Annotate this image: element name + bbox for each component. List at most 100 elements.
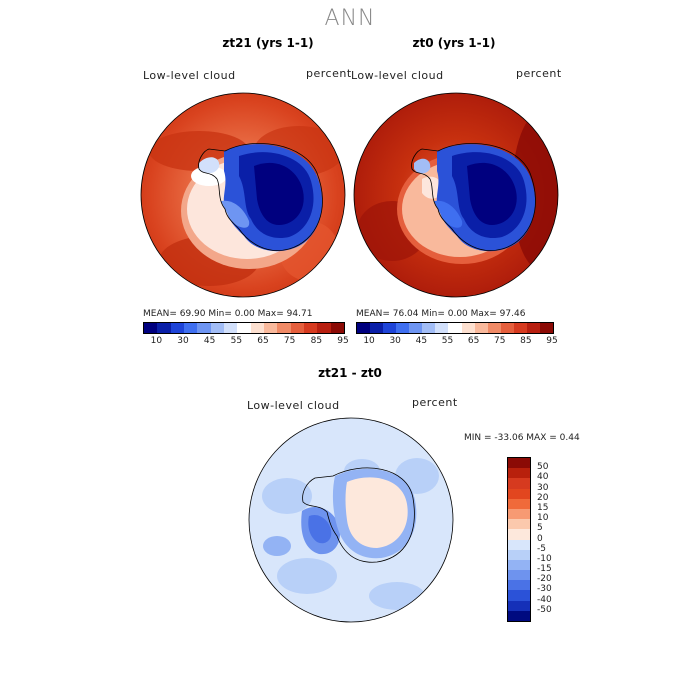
colorbar-swatch (508, 508, 530, 520)
colorbar-swatch (508, 610, 530, 621)
colorbar-swatch (237, 323, 251, 333)
colorbar-tick-label: 30 (177, 336, 189, 346)
colorbar-swatch (508, 570, 530, 581)
colorbar-swatch (250, 323, 264, 333)
panel2-title: zt0 (yrs 1-1) (412, 36, 496, 50)
colorbar-swatch (210, 323, 224, 333)
colorbar-tick-label: 75 (493, 336, 506, 346)
colorbar-tick-label: 85 (520, 336, 532, 346)
colorbar-swatch (183, 323, 198, 333)
colorbar-tick-label: 10 (363, 336, 375, 346)
colorbar-tick-label: 0 (537, 533, 543, 544)
colorbar-tick-label: -10 (537, 553, 552, 564)
diff-colorbar-ticks: 50 40 30 20 15 10 5 0 -5 -10 -15 -20 -30 -40 -50 (537, 457, 577, 620)
colorbar-swatch (330, 323, 344, 333)
colorbar-tick-label: 5 (537, 523, 543, 534)
colorbar-swatch (223, 323, 238, 333)
colorbar-swatch (435, 323, 449, 333)
colorbar-tick-label: 50 (537, 462, 549, 473)
panel1-units-label: percent (306, 67, 352, 80)
colorbar-swatch (508, 580, 530, 591)
colorbar-swatch (508, 529, 530, 540)
colorbar-tick-label: 55 (441, 336, 454, 346)
panel2-map-field (354, 93, 558, 297)
colorbar-tick-label: 45 (203, 336, 216, 346)
colorbar-swatch (474, 323, 488, 333)
colorbar-tick-label: -50 (537, 604, 552, 615)
colorbar-swatch (357, 323, 371, 333)
panel2-colorbar-ticks: 10 30 45 55 65 75 85 95 (356, 336, 557, 348)
colorbar-swatch (170, 323, 184, 333)
colorbar-swatch (487, 323, 501, 333)
colorbar-swatch (383, 323, 397, 333)
colorbar-swatch (508, 498, 530, 509)
colorbar-swatch (290, 323, 304, 333)
panel1-variable-label: Low-level cloud (143, 69, 236, 82)
colorbar-tick-label: 75 (283, 336, 296, 346)
colorbar-swatch (144, 323, 158, 333)
panel1-title: zt21 (yrs 1-1) (222, 36, 314, 50)
colorbar-swatch (317, 323, 331, 333)
colorbar-swatch (508, 559, 530, 571)
colorbar-tick-label: 65 (257, 336, 269, 346)
colorbar-swatch (508, 590, 530, 601)
colorbar-swatch (508, 600, 530, 611)
colorbar-swatch (370, 323, 384, 333)
panel2-map (353, 92, 559, 298)
colorbar-tick-label: 10 (150, 336, 163, 346)
colorbar-swatch (448, 323, 462, 333)
colorbar-tick-label: 45 (415, 336, 428, 346)
colorbar-swatch (197, 323, 211, 333)
panel1-map (140, 92, 346, 298)
panel1-map-field (141, 93, 345, 297)
colorbar-swatch (526, 323, 540, 333)
colorbar-swatch (157, 323, 171, 333)
colorbar-tick-label: 10 (537, 513, 549, 524)
colorbar-tick-label: -5 (537, 543, 546, 554)
colorbar-swatch (409, 323, 423, 333)
colorbar-tick-label: 30 (537, 482, 549, 493)
diff-variable-label: Low-level cloud (247, 399, 340, 412)
panel1-colorbar (143, 322, 345, 334)
colorbar-tick-label: -30 (537, 584, 552, 595)
diff-map (248, 417, 454, 623)
colorbar-tick-label: -20 (537, 574, 552, 585)
colorbar-swatch (508, 549, 530, 560)
colorbar-tick-label: 15 (537, 502, 549, 513)
colorbar-tick-label: 40 (537, 472, 549, 483)
colorbar-tick-label: -40 (537, 594, 552, 605)
colorbar-tick-label: 95 (546, 336, 558, 346)
panel1-stats: MEAN= 69.90 Min= 0.00 Max= 94.71 (143, 309, 313, 319)
panel2-colorbar (356, 322, 554, 334)
panel2-variable-label: Low-level cloud (351, 69, 444, 82)
colorbar-swatch (508, 539, 530, 550)
diff-colorbar (507, 457, 531, 622)
colorbar-tick-label: 55 (230, 336, 243, 346)
colorbar-swatch (508, 458, 530, 469)
colorbar-swatch (539, 323, 553, 333)
colorbar-swatch (461, 323, 475, 333)
colorbar-swatch (513, 323, 527, 333)
colorbar-tick-label: 65 (467, 336, 480, 346)
panel2-units-label: percent (516, 67, 562, 80)
colorbar-swatch (303, 323, 318, 333)
colorbar-tick-label: 85 (310, 336, 323, 346)
colorbar-swatch (508, 478, 530, 489)
colorbar-swatch (263, 323, 278, 333)
diff-title: zt21 - zt0 (318, 366, 382, 380)
colorbar-swatch (508, 488, 530, 499)
colorbar-swatch (508, 468, 530, 479)
colorbar-tick-label: 30 (389, 336, 401, 346)
colorbar-swatch (508, 519, 530, 530)
colorbar-tick-label: 20 (537, 492, 549, 503)
colorbar-swatch (277, 323, 291, 333)
colorbar-swatch (396, 323, 410, 333)
panel2-stats: MEAN= 76.04 Min= 0.00 Max= 97.46 (356, 309, 526, 319)
panel1-colorbar-ticks: 10 30 45 55 65 75 85 95 (143, 336, 349, 348)
colorbar-tick-label: 95 (337, 336, 349, 346)
colorbar-tick-label: -15 (537, 564, 552, 575)
colorbar-swatch (500, 323, 514, 333)
diff-map-field (249, 418, 453, 622)
diff-stats: MIN = -33.06 MAX = 0.44 (464, 433, 580, 443)
diff-units-label: percent (412, 396, 458, 409)
